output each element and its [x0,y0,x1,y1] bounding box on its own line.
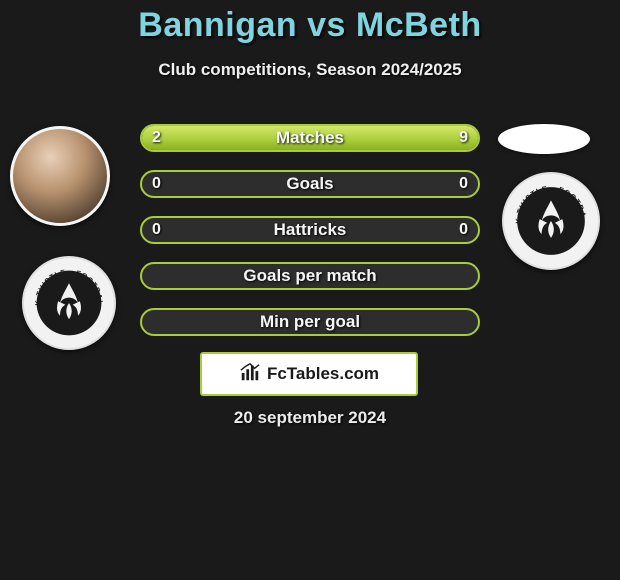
stat-label: Min per goal [142,310,478,334]
stat-label: Goals per match [142,264,478,288]
svg-text:1876: 1876 [60,323,78,332]
stat-row: 29Matches [140,124,480,152]
stat-row: Goals per match [140,262,480,290]
stat-label: Goals [142,172,478,196]
stat-bars: 29Matches 00Goals 00Hattricks Goals per mat… [140,124,480,354]
brand-box[interactable]: FcTables.com [200,352,418,396]
stat-label: Hattricks [142,218,478,242]
club-badge-right: PARTICK THISTLE • FOOTBALL CLUB 1876 [502,172,600,270]
stat-label: Matches [142,126,478,150]
stat-row: Min per goal [140,308,480,336]
brand-label: FcTables.com [267,364,379,384]
subtitle: Club competitions, Season 2024/2025 [0,60,620,80]
stat-row: 00Goals [140,170,480,198]
stat-row: 00Hattricks [140,216,480,244]
svg-text:1876: 1876 [542,241,561,251]
player-right-flag [498,124,590,154]
club-badge-left: PARTICK THISTLE • FOOTBALL CLUB 1876 [22,256,116,350]
comparison-widget: Bannigan vs McBeth Club competitions, Se… [0,0,620,580]
page-title: Bannigan vs McBeth [0,6,620,45]
date-label: 20 september 2024 [0,408,620,428]
player-left-avatar [10,126,110,226]
chart-icon [239,361,261,388]
